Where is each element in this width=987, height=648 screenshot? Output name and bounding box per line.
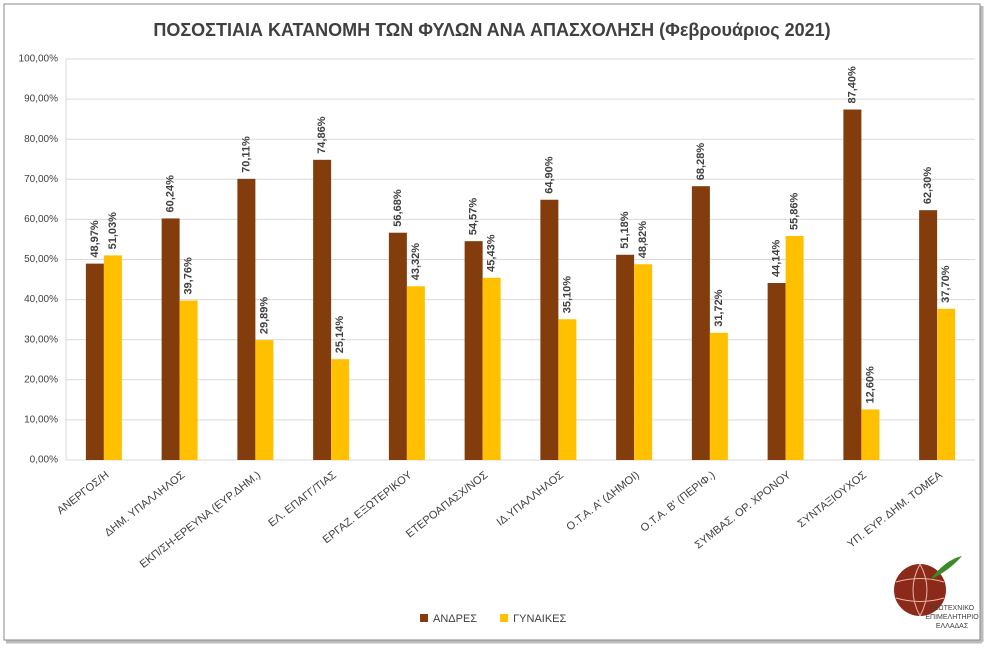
bar [179, 300, 198, 460]
y-tick-label: 70,00% [24, 174, 58, 185]
value-label: 51,03% [107, 212, 119, 250]
value-label: 31,72% [713, 289, 725, 327]
y-tick-label: 20,00% [24, 374, 58, 385]
bar [482, 277, 501, 460]
bar [861, 409, 880, 460]
y-tick-label: 60,00% [24, 214, 58, 225]
value-label: 35,10% [561, 276, 573, 314]
value-label: 70,11% [240, 136, 252, 173]
legend-label: ΓΥΝΑΙΚΕΣ [513, 613, 566, 625]
bar [767, 282, 786, 460]
value-label: 45,43% [486, 234, 498, 272]
value-label: 54,57% [468, 198, 480, 236]
chart-title: ΠΟΣΟΣΤΙΑΙΑ ΚΑΤΑΝΟΜΗ ΤΩΝ ΦΥΛΩΝ ΑΝΑ ΑΠΑΣΧΟ… [153, 20, 830, 40]
logo-lines [895, 563, 945, 617]
logo-text: ΕΛΛΑΔΑΣ [936, 623, 969, 630]
value-label: 48,97% [89, 220, 101, 258]
value-label: 68,28% [695, 143, 707, 181]
value-label: 51,18% [619, 211, 631, 249]
bar [313, 159, 332, 460]
y-tick-label: 50,00% [24, 254, 58, 265]
bar [691, 186, 710, 460]
value-label: 29,89% [258, 297, 270, 335]
legend-swatch [500, 614, 509, 622]
value-label: 25,14% [334, 316, 346, 354]
bar [937, 308, 956, 460]
logo-text: ΓΕΩΤΕΧΝΙΚΟ [930, 605, 975, 612]
bar [85, 263, 104, 460]
bar [331, 359, 350, 460]
value-label: 44,14% [771, 239, 783, 277]
y-tick-label: 10,00% [24, 415, 58, 426]
y-tick-label: 90,00% [24, 94, 58, 105]
value-label: 43,32% [410, 243, 422, 281]
y-tick-label: 40,00% [24, 294, 58, 305]
bar [464, 241, 483, 460]
value-label: 39,76% [183, 257, 195, 295]
value-label: 37,70% [940, 265, 952, 303]
bar [406, 286, 425, 460]
value-label: 56,68% [392, 189, 404, 227]
bar [709, 332, 728, 460]
logo: ΓΕΩΤΕΧΝΙΚΟ ΕΠΙΜΕΛΗΤΗΡΙΟ ΕΛΛΑΔΑΣ [894, 556, 979, 630]
y-tick-label: 80,00% [24, 134, 58, 145]
logo-leaf [930, 556, 962, 580]
logo-text: ΕΠΙΜΕΛΗΤΗΡΙΟ [925, 614, 979, 621]
bar [634, 264, 653, 460]
y-tick-label: 30,00% [24, 334, 58, 345]
value-label: 62,30% [922, 167, 934, 205]
bar [237, 178, 256, 461]
bar [103, 255, 122, 460]
bar [785, 236, 804, 460]
value-label: 60,24% [165, 175, 177, 213]
legend-label: ΑΝΔΡΕΣ [433, 613, 477, 625]
value-label: 55,86% [789, 192, 801, 230]
bar [161, 218, 180, 460]
bar [843, 109, 862, 460]
value-label: 12,60% [864, 366, 876, 404]
y-tick-label: 0,00% [30, 455, 58, 466]
bar [558, 319, 577, 460]
bar [919, 210, 938, 460]
value-label: 48,82% [637, 221, 649, 259]
value-label: 87,40% [846, 66, 858, 104]
bar [388, 232, 407, 460]
bar [540, 199, 559, 460]
bar [616, 254, 635, 460]
value-label: 74,86% [316, 116, 328, 154]
y-tick-label: 100,00% [19, 54, 59, 65]
value-label: 64,90% [543, 156, 555, 194]
legend-swatch [420, 614, 428, 622]
bar [255, 340, 274, 460]
